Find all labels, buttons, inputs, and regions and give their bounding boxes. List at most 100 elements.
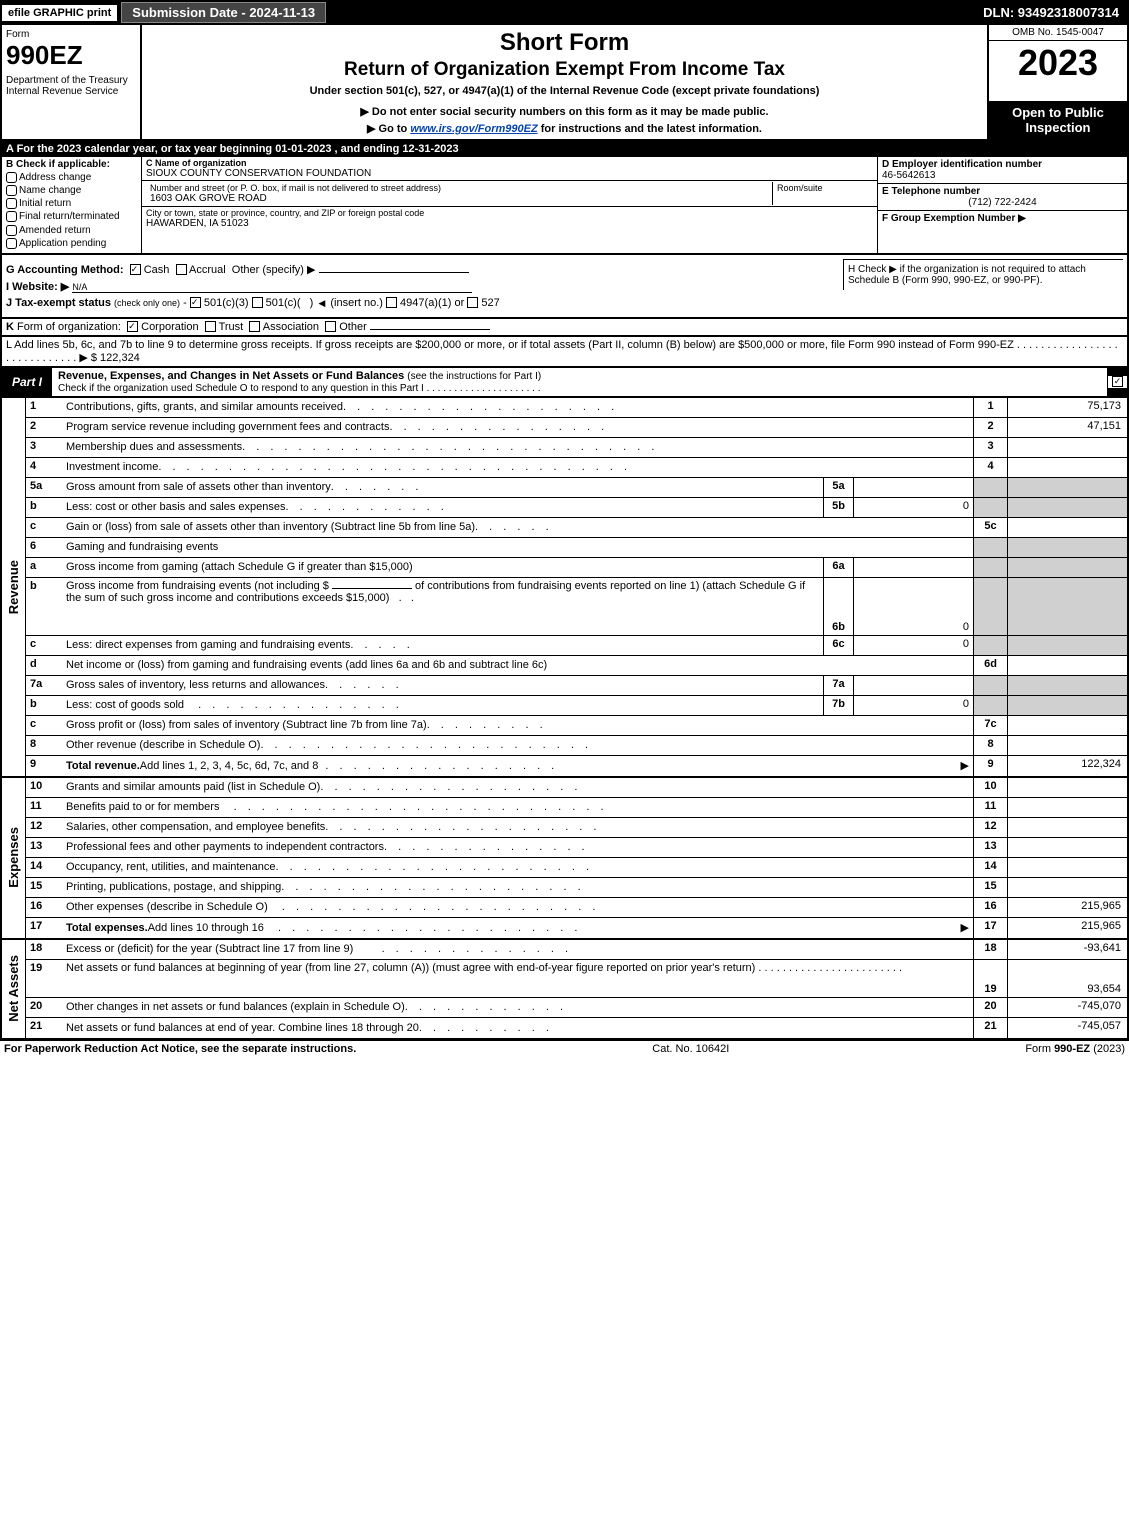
g-other: Other (specify) ▶ [232, 264, 316, 276]
chk-4947[interactable] [386, 297, 397, 308]
phone-label: E Telephone number [882, 186, 1123, 197]
line5b-value: 0 [853, 498, 973, 517]
section-b-through-f: B Check if applicable: Address change Na… [0, 157, 1129, 255]
open-to-public: Open to Public Inspection [989, 101, 1127, 139]
city-label: City or town, state or province, country… [146, 208, 873, 218]
org-name-cell: C Name of organization SIOUX COUNTY CONS… [142, 157, 877, 181]
check-if-applicable: B Check if applicable: Address change Na… [2, 157, 142, 253]
row-l: L Add lines 5b, 6c, and 7b to line 9 to … [0, 337, 1129, 368]
part1-label: Part I [2, 373, 52, 391]
ein-label: D Employer identification number [882, 159, 1123, 170]
line1-value: 75,173 [1007, 398, 1127, 417]
g-label: G Accounting Method: [6, 264, 124, 276]
line6b-value: 0 [853, 578, 973, 635]
ein-cell: D Employer identification number 46-5642… [878, 157, 1127, 184]
part1-check[interactable] [1107, 376, 1127, 388]
i-label: I Website: ▶ [6, 281, 69, 293]
phone-value: (712) 722-2424 [882, 197, 1123, 208]
form-header: Form 990EZ Department of the Treasury In… [0, 25, 1129, 141]
omb-number: OMB No. 1545-0047 [989, 25, 1127, 41]
line6c-value: 0 [853, 636, 973, 655]
chk-amended-return[interactable]: Amended return [6, 225, 137, 236]
line9-value: 122,324 [1007, 756, 1127, 776]
b-label: B Check if applicable: [6, 159, 137, 170]
room-cell: Room/suite [773, 182, 873, 205]
chk-accrual[interactable] [176, 264, 187, 275]
row-k: K Form of organization: Corporation Trus… [0, 319, 1129, 337]
chk-initial-return[interactable]: Initial return [6, 198, 137, 209]
ein-value: 46-5642613 [882, 170, 1123, 181]
chk-name-change[interactable]: Name change [6, 185, 137, 196]
street-label: Number and street (or P. O. box, if mail… [150, 183, 768, 193]
chk-address-change[interactable]: Address change [6, 172, 137, 183]
short-form-title: Short Form [146, 29, 983, 57]
line17-value: 215,965 [1007, 918, 1127, 938]
line21-value: -745,057 [1007, 1018, 1127, 1038]
street-cell: Number and street (or P. O. box, if mail… [146, 182, 773, 205]
form-ref: Form 990-EZ (2023) [1025, 1043, 1125, 1055]
org-name-label: C Name of organization [146, 158, 873, 168]
line20-value: -745,070 [1007, 998, 1127, 1017]
line18-value: -93,641 [1007, 940, 1127, 959]
row-a-text: A For the 2023 calendar year, or tax yea… [6, 143, 459, 155]
form-number: 990EZ [6, 40, 136, 71]
right-info: D Employer identification number 46-5642… [877, 157, 1127, 253]
room-label: Room/suite [777, 183, 869, 193]
chk-other-org[interactable] [325, 321, 336, 332]
cat-no: Cat. No. 10642I [356, 1043, 1025, 1055]
chk-assoc[interactable] [249, 321, 260, 332]
city-cell: City or town, state or province, country… [142, 207, 877, 230]
group-exemption-cell: F Group Exemption Number ▶ [878, 211, 1127, 226]
line7b-value: 0 [853, 696, 973, 715]
paperwork-notice: For Paperwork Reduction Act Notice, see … [4, 1043, 356, 1055]
goto-line: ▶ Go to www.irs.gov/Form990EZ for instru… [146, 122, 983, 135]
part1-header: Part I Revenue, Expenses, and Changes in… [0, 368, 1129, 398]
h-box: H Check ▶ if the organization is not req… [843, 259, 1123, 290]
header-left: Form 990EZ Department of the Treasury In… [2, 25, 142, 139]
j-line: J Tax-exempt status (check only one) - 5… [6, 297, 1123, 309]
line19-value: 93,654 [1007, 960, 1127, 997]
row-a-period: A For the 2023 calendar year, or tax yea… [0, 141, 1129, 157]
section-ghij: H Check ▶ if the organization is not req… [0, 255, 1129, 319]
line16-value: 215,965 [1007, 898, 1127, 917]
chk-application-pending[interactable]: Application pending [6, 238, 137, 249]
line2-value: 47,151 [1007, 418, 1127, 437]
do-not-warning: ▶ Do not enter social security numbers o… [146, 105, 983, 118]
expenses-section: Expenses 10Grants and similar amounts pa… [0, 778, 1129, 940]
tax-year: 2023 [989, 41, 1127, 101]
return-title: Return of Organization Exempt From Incom… [146, 59, 983, 81]
chk-501c3[interactable] [190, 297, 201, 308]
chk-cash[interactable] [130, 264, 141, 275]
street-value: 1603 OAK GROVE ROAD [150, 193, 768, 204]
efile-label[interactable]: efile GRAPHIC print [2, 5, 117, 21]
city-value: HAWARDEN, IA 51023 [146, 218, 873, 229]
under-section: Under section 501(c), 527, or 4947(a)(1)… [146, 85, 983, 97]
phone-cell: E Telephone number (712) 722-2424 [878, 184, 1127, 211]
address-row: Number and street (or P. O. box, if mail… [142, 181, 877, 207]
org-name-value: SIOUX COUNTY CONSERVATION FOUNDATION [146, 168, 873, 179]
goto-pre: ▶ Go to [367, 123, 410, 135]
submission-date: Submission Date - 2024-11-13 [121, 2, 326, 23]
website-value: N/A [72, 282, 472, 293]
dept-label: Department of the Treasury Internal Reve… [6, 75, 136, 97]
chk-trust[interactable] [205, 321, 216, 332]
header-center: Short Form Return of Organization Exempt… [142, 25, 987, 139]
chk-527[interactable] [467, 297, 478, 308]
group-exemption-label: F Group Exemption Number ▶ [882, 213, 1026, 224]
chk-501c[interactable] [252, 297, 263, 308]
chk-corp[interactable] [127, 321, 138, 332]
page-footer: For Paperwork Reduction Act Notice, see … [0, 1040, 1129, 1057]
h-text: H Check ▶ if the organization is not req… [848, 264, 1086, 286]
chk-final-return[interactable]: Final return/terminated [6, 211, 137, 222]
top-bar: efile GRAPHIC print Submission Date - 20… [0, 0, 1129, 25]
expenses-sidetab: Expenses [2, 778, 26, 938]
net-assets-section: Net Assets 18Excess or (deficit) for the… [0, 940, 1129, 1040]
part1-title: Revenue, Expenses, and Changes in Net As… [52, 368, 1107, 396]
form-word: Form [6, 29, 136, 40]
header-right: OMB No. 1545-0047 2023 Open to Public In… [987, 25, 1127, 139]
goto-post: for instructions and the latest informat… [538, 123, 762, 135]
net-assets-sidetab: Net Assets [2, 940, 26, 1038]
irs-link[interactable]: www.irs.gov/Form990EZ [410, 123, 537, 135]
revenue-sidetab: Revenue [2, 398, 26, 776]
org-info: C Name of organization SIOUX COUNTY CONS… [142, 157, 877, 253]
